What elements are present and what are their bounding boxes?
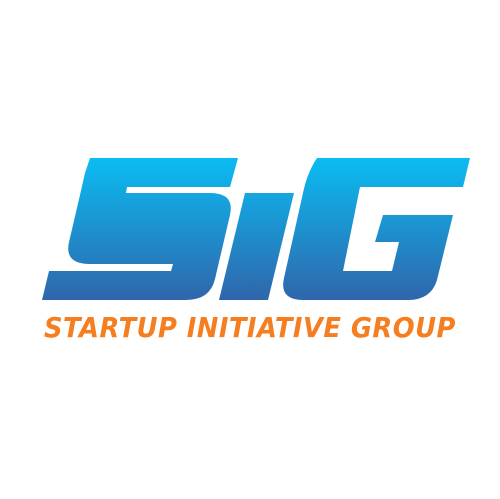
letter-s-shape — [42, 158, 238, 300]
letter-g-shape — [283, 158, 470, 300]
tagline: STARTUP INITIATIVE GROUP — [44, 311, 456, 344]
letter-i-shape — [219, 193, 294, 300]
